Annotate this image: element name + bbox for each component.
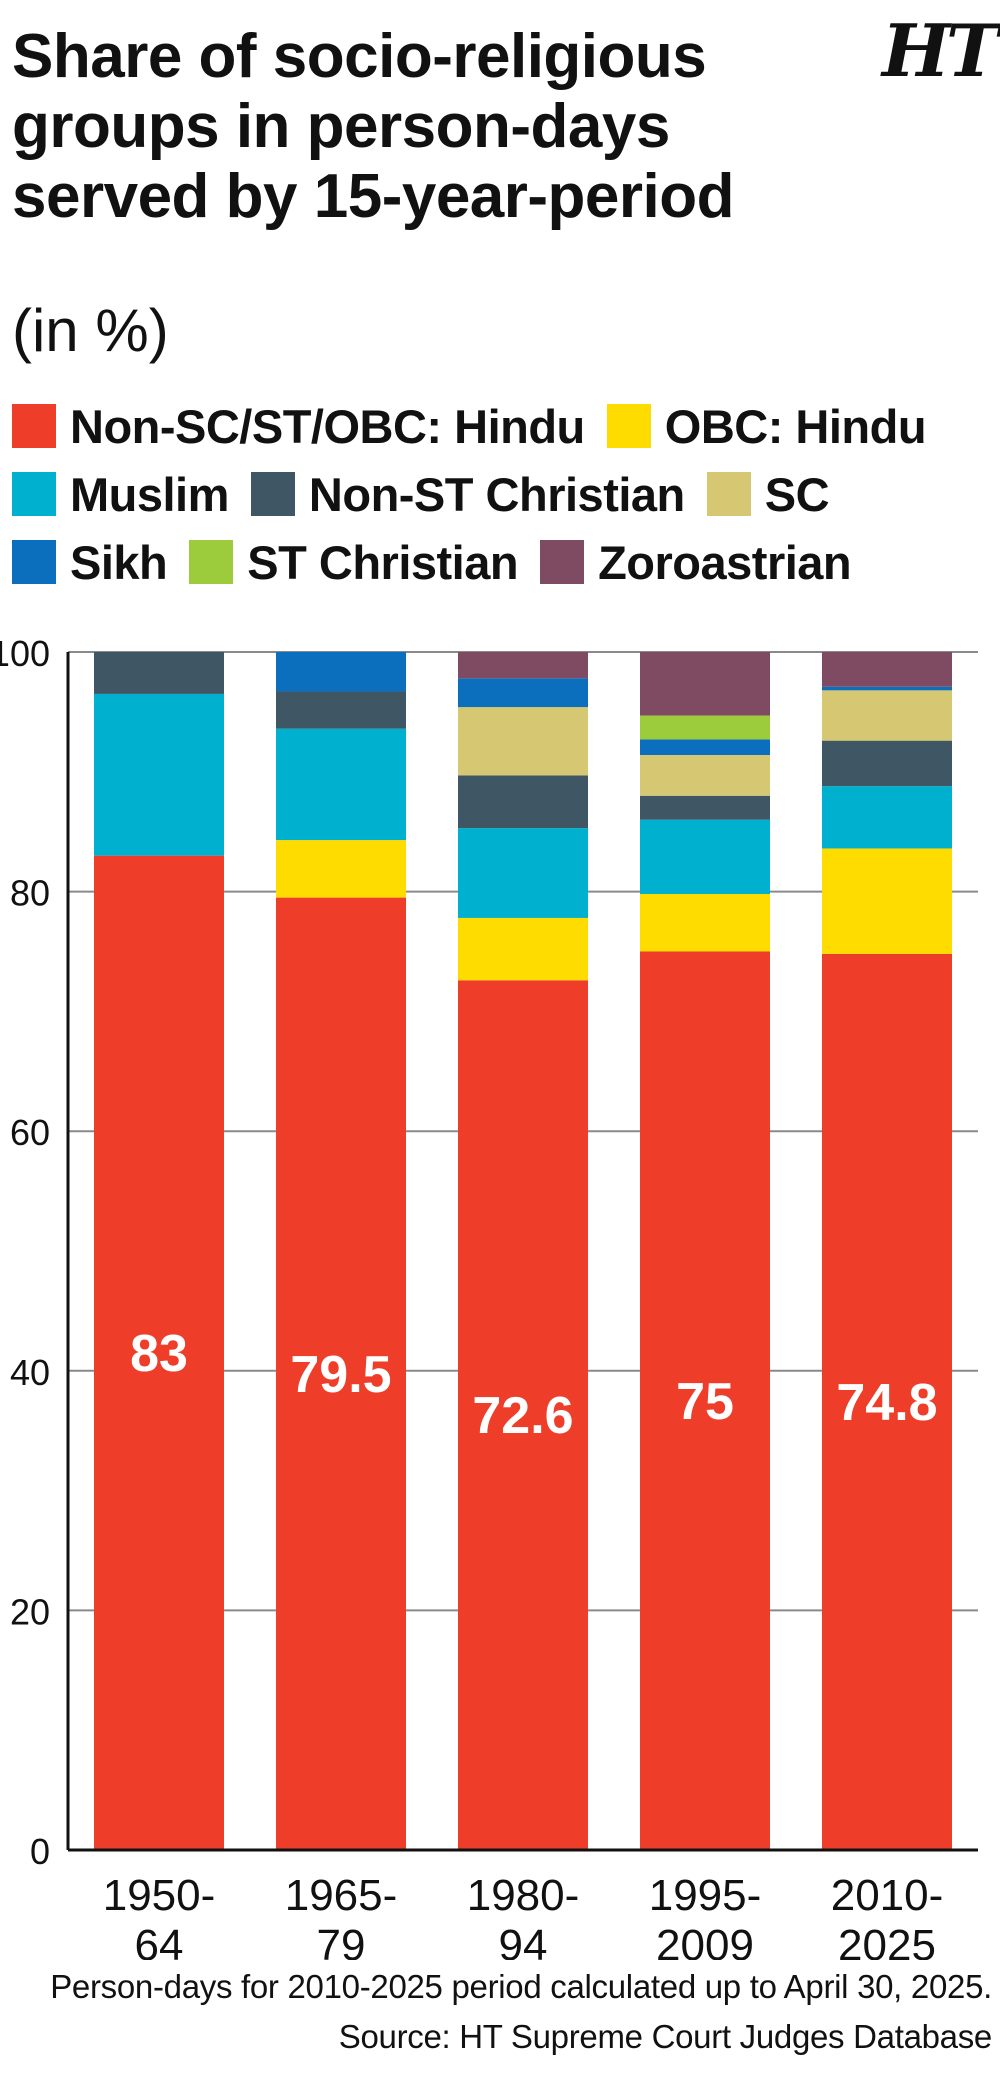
legend-swatch bbox=[12, 540, 56, 584]
footnote: Person-days for 2010-2025 period calcula… bbox=[50, 1968, 992, 2005]
axes: 0204060801001950-641965-791980-941995-20… bbox=[0, 633, 978, 1960]
x-tick-label: 94 bbox=[499, 1921, 548, 1960]
bar-segment bbox=[94, 693, 224, 856]
y-tick-label: 0 bbox=[30, 1831, 50, 1872]
legend-label: Zoroastrian bbox=[598, 535, 852, 589]
chart-subtitle: (in %) bbox=[12, 297, 169, 364]
legend-swatch bbox=[540, 540, 585, 584]
legend-label: Non-ST Christian bbox=[308, 467, 685, 521]
y-tick-label: 100 bbox=[0, 633, 50, 674]
legend-item-muslim: Muslim bbox=[12, 467, 229, 522]
stacked-bar-chart: 83 79.5 72.6 75 74.8 0 20 40 60 80 100 1950-64 1965… bbox=[0, 633, 978, 1960]
y-tick-label: 60 bbox=[10, 1112, 50, 1153]
bar-segment bbox=[458, 652, 588, 679]
bar-segment bbox=[276, 691, 406, 729]
x-tick-label: 79 bbox=[317, 1921, 366, 1960]
legend-item-obc-hindu: OBC: Hindu bbox=[606, 399, 927, 454]
legend-label: Non-SC/ST/OBC: Hindu bbox=[70, 399, 585, 453]
bar-segment bbox=[640, 715, 770, 740]
x-tick-label: 1965- bbox=[285, 1871, 398, 1920]
bar-segment bbox=[276, 652, 406, 692]
bar-segment bbox=[640, 951, 770, 1850]
bar-segment bbox=[276, 728, 406, 841]
bar-segment bbox=[276, 897, 406, 1850]
legend-item-sikh: Sikh bbox=[12, 535, 168, 590]
legend-label: Muslim bbox=[70, 467, 229, 521]
bar-segment bbox=[458, 980, 588, 1850]
bar-segment bbox=[822, 652, 952, 687]
legend-swatch bbox=[12, 404, 56, 448]
bar-segment bbox=[458, 707, 588, 776]
x-tick-label: 1980- bbox=[467, 1871, 580, 1920]
bar-segment bbox=[640, 755, 770, 796]
legend-swatch bbox=[606, 404, 651, 448]
x-tick-label: 2009 bbox=[656, 1921, 754, 1960]
data-label: 74.8 bbox=[836, 1374, 937, 1432]
legend-swatch bbox=[12, 472, 56, 516]
x-tick-label: 2010- bbox=[831, 1871, 944, 1920]
x-tick-label: 64 bbox=[135, 1921, 184, 1960]
y-tick-label: 20 bbox=[10, 1591, 50, 1632]
bar-segment bbox=[458, 828, 588, 918]
legend-row: Muslim Non-ST Christian SC bbox=[12, 460, 992, 528]
legend-item-zoroastrian: Zoroastrian bbox=[540, 535, 852, 590]
data-label: 79.5 bbox=[290, 1346, 391, 1404]
legend-item-non-sc-st-obc-hindu: Non-SC/ST/OBC: Hindu bbox=[12, 399, 585, 454]
bar-segment bbox=[822, 690, 952, 741]
bars: 83 79.5 72.6 75 74.8 bbox=[94, 652, 952, 1850]
ht-logo: HT bbox=[882, 8, 1000, 93]
bar-segment bbox=[94, 855, 224, 1850]
legend-label: ST Christian bbox=[247, 535, 519, 589]
legend-label: Sikh bbox=[70, 535, 168, 589]
bar-segment bbox=[458, 917, 588, 981]
legend-swatch bbox=[189, 540, 234, 584]
legend-item-st-christian: ST Christian bbox=[189, 535, 519, 590]
legend-swatch bbox=[250, 472, 295, 516]
data-label: 72.6 bbox=[472, 1387, 573, 1445]
bar-segment bbox=[640, 652, 770, 716]
source-note: Source: HT Supreme Court Judges Database bbox=[338, 2018, 993, 2055]
bar-segment bbox=[276, 840, 406, 898]
legend-item-non-st-christian: Non-ST Christian bbox=[250, 467, 685, 522]
legend-label: SC bbox=[764, 467, 830, 521]
legend: Non-SC/ST/OBC: Hindu OBC: Hindu Muslim N… bbox=[12, 392, 992, 596]
legend-label: OBC: Hindu bbox=[664, 399, 927, 453]
bar-segment bbox=[822, 740, 952, 787]
x-tick-label: 2025 bbox=[838, 1921, 936, 1960]
bar-segment bbox=[640, 739, 770, 756]
bar-segment bbox=[822, 848, 952, 954]
bar-segment bbox=[458, 775, 588, 829]
bar-segment bbox=[640, 819, 770, 894]
chart-title: Share of socio-religious groups in perso… bbox=[12, 22, 735, 231]
bar-segment bbox=[94, 652, 224, 694]
legend-swatch bbox=[706, 472, 751, 516]
data-label: 75 bbox=[676, 1373, 734, 1431]
bar-segment bbox=[640, 795, 770, 820]
data-label: 83 bbox=[130, 1325, 188, 1383]
y-tick-label: 80 bbox=[10, 873, 50, 914]
y-tick-label: 40 bbox=[10, 1352, 50, 1393]
bar-segment bbox=[458, 678, 588, 708]
legend-row: Non-SC/ST/OBC: Hindu OBC: Hindu bbox=[12, 392, 992, 460]
bar-segment bbox=[822, 686, 952, 691]
x-tick-label: 1950- bbox=[103, 1871, 216, 1920]
x-tick-label: 1995- bbox=[649, 1871, 762, 1920]
bar-segment bbox=[822, 953, 952, 1850]
legend-item-sc: SC bbox=[706, 467, 830, 522]
bar-segment bbox=[640, 893, 770, 952]
bar-segment bbox=[822, 786, 952, 849]
legend-row: Sikh ST Christian Zoroastrian bbox=[12, 528, 992, 596]
